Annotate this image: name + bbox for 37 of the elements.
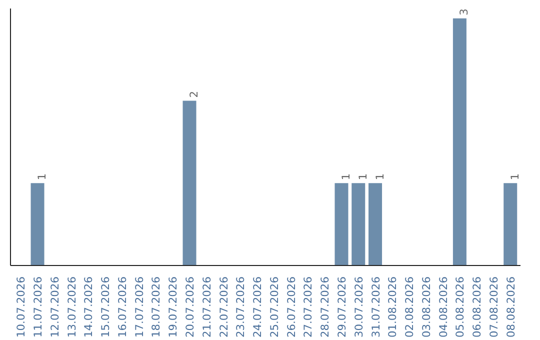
x-tick-label: 04.08.2026 xyxy=(436,276,450,338)
data-label: 1 xyxy=(356,173,370,180)
x-tick-label: 16.07.2026 xyxy=(116,276,129,338)
data-label: 3 xyxy=(458,8,471,16)
x-tick-label: 14.07.2026 xyxy=(82,276,96,338)
x-tick-label: 06.08.2026 xyxy=(470,276,484,338)
data-label: 2 xyxy=(188,90,201,98)
x-tick-label: 13.07.2026 xyxy=(65,276,78,338)
x-tick-label: 11.07.2026 xyxy=(32,276,45,338)
x-tick-label: 23.07.2026 xyxy=(234,276,248,338)
data-label: 1 xyxy=(373,173,386,180)
x-tick-label: 19.07.2026 xyxy=(166,276,180,338)
x-tick-label: 24.07.2026 xyxy=(251,276,264,338)
data-label: 1 xyxy=(36,173,49,180)
x-tick-label: 03.08.2026 xyxy=(420,276,433,338)
x-tick-label: 22.07.2026 xyxy=(217,276,230,338)
x-tick-label: 07.08.2026 xyxy=(487,276,500,338)
x-tick-label: 17.07.2026 xyxy=(132,276,146,338)
x-tick-label: 29.07.2026 xyxy=(335,276,348,338)
x-tick-label: 21.07.2026 xyxy=(200,276,214,338)
x-tick-label: 27.07.2026 xyxy=(302,276,315,338)
x-tick-label: 18.07.2026 xyxy=(150,276,163,338)
x-tick-label: 26.07.2026 xyxy=(284,276,298,338)
x-tick-label: 02.08.2026 xyxy=(403,276,416,338)
x-tick-label: 30.07.2026 xyxy=(352,276,366,338)
x-tick-label: 31.07.2026 xyxy=(369,276,382,338)
x-tick-label: 05.08.2026 xyxy=(454,276,467,338)
x-tick-label: 15.07.2026 xyxy=(99,276,112,338)
x-tick-label: 10.07.2026 xyxy=(14,276,28,338)
x-tick-label: 25.07.2026 xyxy=(268,276,281,338)
data-label: 1 xyxy=(508,173,522,180)
x-tick-label: 08.08.2026 xyxy=(504,276,518,338)
data-label: 1 xyxy=(339,173,352,180)
x-tick-label: 12.07.2026 xyxy=(48,276,62,338)
x-tick-label: 01.08.2026 xyxy=(386,276,400,338)
x-tick-label: 20.07.2026 xyxy=(184,276,197,338)
x-tick-label: 28.07.2026 xyxy=(318,276,332,338)
